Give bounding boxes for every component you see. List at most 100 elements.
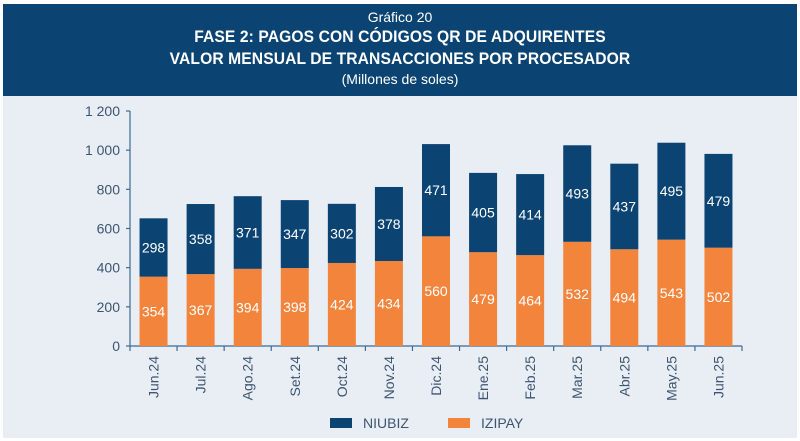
bar-group: 479 405 bbox=[469, 172, 498, 346]
y-tick-label: 0 bbox=[112, 338, 120, 354]
bar-niubiz bbox=[657, 142, 686, 240]
data-label-izipay: 398 bbox=[283, 299, 307, 315]
bar-group: 494 437 bbox=[610, 163, 639, 346]
data-label-niubiz: 495 bbox=[660, 183, 684, 199]
data-label-niubiz: 347 bbox=[283, 226, 307, 242]
legend-item-niubiz: NIUBIZ bbox=[330, 415, 409, 431]
data-label-izipay: 354 bbox=[142, 303, 166, 319]
chart-subtitle: (Millones de soles) bbox=[341, 71, 459, 87]
data-label-niubiz: 298 bbox=[142, 239, 166, 255]
x-tick-label: May.25 bbox=[663, 356, 679, 401]
y-tick-label: 1 200 bbox=[85, 103, 120, 119]
legend-swatch bbox=[448, 418, 470, 428]
legend-label: IZIPAY bbox=[481, 415, 524, 431]
data-label-izipay: 394 bbox=[236, 299, 260, 315]
bar-niubiz bbox=[280, 200, 309, 269]
bar-niubiz bbox=[374, 186, 403, 262]
y-tick-label: 600 bbox=[97, 221, 121, 237]
bar-izipay bbox=[516, 255, 545, 346]
x-tick-label: Dic.24 bbox=[428, 356, 444, 396]
data-label-izipay: 560 bbox=[424, 283, 448, 299]
bar-niubiz bbox=[704, 153, 733, 248]
legend: NIUBIZ IZIPAY bbox=[330, 415, 524, 431]
x-tick-label: Jun.25 bbox=[710, 356, 726, 398]
x-tick-label: Jul.24 bbox=[193, 356, 209, 394]
bar-group: 543 495 bbox=[657, 142, 686, 346]
bar-izipay bbox=[374, 261, 403, 346]
bar-niubiz bbox=[186, 204, 215, 275]
data-label-niubiz: 437 bbox=[613, 198, 637, 214]
data-label-niubiz: 493 bbox=[566, 186, 590, 202]
bar-group: 398 347 bbox=[280, 200, 309, 346]
chart-title-line1: FASE 2: PAGOS CON CÓDIGOS QR DE ADQUIREN… bbox=[194, 27, 606, 46]
bar-izipay bbox=[280, 268, 309, 346]
data-label-niubiz: 371 bbox=[236, 225, 260, 241]
bar-izipay bbox=[563, 241, 592, 346]
bar-group: 367 358 bbox=[186, 204, 215, 346]
bar-izipay bbox=[139, 276, 168, 346]
y-axis: 0 200 400 600 800 1 000 1 200 bbox=[85, 103, 131, 354]
bar-group: 464 414 bbox=[516, 174, 545, 346]
data-label-izipay: 479 bbox=[471, 291, 495, 307]
chart-header: Gráfico 20 FASE 2: PAGOS CON CÓDIGOS QR … bbox=[3, 4, 797, 96]
bar-group: 560 471 bbox=[422, 144, 450, 346]
x-axis: Jun.24 Jul.24 Ago.24 Set.24 Oct.24 Nov.24 Dic.… bbox=[129, 345, 743, 401]
bar-niubiz bbox=[469, 172, 498, 253]
data-label-izipay: 502 bbox=[707, 289, 731, 305]
legend-item-izipay: IZIPAY bbox=[448, 415, 524, 431]
data-label-niubiz: 405 bbox=[471, 205, 495, 221]
bar-niubiz bbox=[610, 163, 639, 250]
data-label-niubiz: 479 bbox=[707, 193, 731, 209]
x-tick-label: Set.24 bbox=[287, 356, 303, 397]
data-label-izipay: 367 bbox=[189, 302, 213, 318]
bar-group: 502 479 bbox=[704, 153, 733, 346]
bar-group: 354 298 bbox=[139, 218, 168, 346]
x-tick-label: Mar.25 bbox=[569, 356, 585, 399]
data-label-niubiz: 378 bbox=[377, 216, 401, 232]
bar-niubiz bbox=[139, 218, 168, 277]
legend-label: NIUBIZ bbox=[363, 415, 409, 431]
bar-niubiz bbox=[327, 203, 356, 263]
chart-number: Gráfico 20 bbox=[367, 9, 433, 25]
x-tick-label: Abr.25 bbox=[616, 356, 632, 397]
bars: 354 298 367 358 394 371 398 347 424 302 434 378 560 4… bbox=[139, 142, 733, 346]
data-label-izipay: 424 bbox=[330, 296, 354, 312]
data-label-izipay: 494 bbox=[613, 290, 637, 306]
bar-group: 434 378 bbox=[374, 186, 403, 346]
bar-izipay bbox=[657, 239, 686, 346]
bar-izipay bbox=[704, 247, 733, 346]
bar-izipay bbox=[422, 236, 450, 346]
x-tick-label: Oct.24 bbox=[334, 356, 350, 397]
data-label-izipay: 543 bbox=[660, 285, 684, 301]
bar-group: 532 493 bbox=[563, 145, 592, 346]
data-label-izipay: 434 bbox=[377, 296, 401, 312]
data-label-izipay: 464 bbox=[518, 293, 542, 309]
y-tick-label: 400 bbox=[97, 260, 121, 276]
data-label-niubiz: 302 bbox=[330, 225, 354, 241]
bar-niubiz bbox=[516, 174, 545, 256]
y-tick-label: 800 bbox=[97, 181, 121, 197]
bar-niubiz bbox=[563, 145, 592, 242]
bar-izipay bbox=[327, 262, 356, 346]
bar-group: 424 302 bbox=[327, 203, 356, 346]
data-label-izipay: 532 bbox=[566, 286, 590, 302]
data-label-niubiz: 414 bbox=[518, 207, 542, 223]
y-tick-label: 200 bbox=[97, 299, 121, 315]
bar-group: 394 371 bbox=[233, 196, 262, 346]
chart-title-line2: VALOR MENSUAL DE TRANSACCIONES POR PROCE… bbox=[169, 49, 631, 68]
x-tick-label: Nov.24 bbox=[381, 356, 397, 400]
x-tick-label: Ago.24 bbox=[240, 356, 256, 401]
bar-izipay bbox=[469, 252, 498, 346]
bar-izipay bbox=[186, 274, 215, 346]
data-label-niubiz: 358 bbox=[189, 231, 213, 247]
x-tick-label: Ene.25 bbox=[475, 356, 491, 401]
bar-izipay bbox=[233, 268, 262, 346]
data-label-niubiz: 471 bbox=[424, 182, 448, 198]
x-tick-label: Jun.24 bbox=[146, 356, 162, 398]
y-tick-label: 1 000 bbox=[85, 142, 120, 158]
x-tick-label: Feb.25 bbox=[522, 356, 538, 400]
bar-izipay bbox=[610, 249, 639, 346]
bar-niubiz bbox=[233, 196, 262, 269]
bar-niubiz bbox=[422, 144, 450, 237]
